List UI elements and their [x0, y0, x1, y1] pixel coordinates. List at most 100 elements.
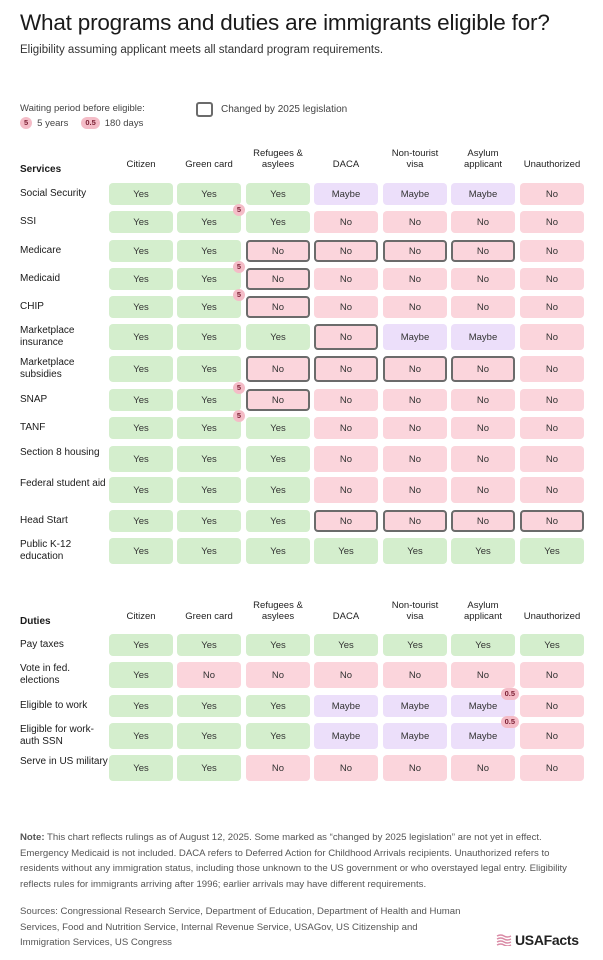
cell-value: No — [271, 762, 285, 774]
cell-yes: Yes — [109, 356, 173, 382]
cell-yes: Yes — [520, 634, 584, 656]
cell-value: Yes — [133, 700, 149, 712]
cell-yes: Yes — [109, 268, 173, 290]
cell-value: No — [339, 394, 353, 406]
cell-no: No — [520, 695, 584, 717]
cell-yes: Yes — [109, 296, 173, 318]
cell-yes: Yes — [109, 695, 173, 717]
cell-no: No — [246, 356, 310, 382]
cell-value: No — [271, 245, 285, 257]
cell-value: Yes — [133, 669, 149, 681]
cell-value: No — [202, 669, 216, 681]
outline-swatch — [196, 102, 213, 117]
row-label: Eligible for work-auth SSN — [20, 724, 94, 747]
waiting-period-badge: 5 — [232, 289, 245, 301]
cell-value: Maybe — [331, 700, 361, 712]
cell-yes: Yes — [109, 240, 173, 262]
cell-no: No — [451, 477, 515, 503]
legend-waiting-label: Waiting period before eligible: — [20, 103, 145, 114]
cell-yes: Yes — [109, 538, 173, 564]
cell-value: No — [271, 363, 285, 375]
cell-value: No — [545, 453, 559, 465]
cell-no: No — [246, 296, 310, 318]
cell-value: Yes — [201, 639, 217, 651]
cell-yes: Yes — [109, 183, 173, 205]
cell-maybe: Maybe 0.5 — [451, 688, 519, 717]
cell-value: No — [545, 515, 559, 527]
cell-value: No — [545, 484, 559, 496]
cell-yes: Yes — [177, 356, 241, 382]
cell-value: No — [476, 762, 490, 774]
cell-value: Yes — [201, 515, 217, 527]
cell-no: No — [314, 268, 378, 290]
row-label: Social Security — [20, 188, 87, 199]
cell-yes: Yes — [177, 324, 241, 350]
cell-yes: Yes — [109, 662, 173, 688]
cell-no: No — [520, 417, 584, 439]
cell-value: No — [408, 484, 422, 496]
cell-no: No — [520, 183, 584, 205]
cell-value: Yes — [270, 453, 286, 465]
cell-yes: Yes — [451, 634, 515, 656]
cell-no: No — [383, 296, 447, 318]
cell-no: No — [314, 356, 378, 382]
cell-value: Yes — [201, 188, 217, 200]
column-header: Citizen — [126, 159, 156, 170]
cell-value: Yes — [133, 273, 149, 285]
row-label: Medicaid — [20, 273, 61, 284]
cell-value: No — [271, 301, 285, 313]
cell-no: No — [383, 417, 447, 439]
cell-no: No — [451, 662, 515, 688]
cell-value: No — [339, 453, 353, 465]
cell-value: No — [545, 331, 559, 343]
cell-value: Yes — [133, 453, 149, 465]
cell-yes: Yes — [246, 510, 310, 532]
section-title-services: Services — [20, 164, 62, 175]
cell-no: No — [451, 296, 515, 318]
column-header: Non-tourist visa — [391, 600, 439, 622]
cell-value: No — [408, 669, 422, 681]
cell-value: Maybe — [400, 331, 430, 343]
cell-value: Yes — [201, 484, 217, 496]
cell-value: Yes — [201, 730, 217, 742]
column-header: Non-tourist visa — [391, 148, 439, 170]
cell-yes: Yes — [246, 183, 310, 205]
cell-value: Maybe — [400, 188, 430, 200]
cell-value: Yes — [270, 700, 286, 712]
cell-value: Yes — [270, 484, 286, 496]
cell-yes: Yes — [177, 723, 241, 749]
cell-no: No — [177, 662, 241, 688]
cell-value: No — [339, 484, 353, 496]
cell-no: No — [520, 662, 584, 688]
subtitle: Eligibility assuming applicant meets all… — [20, 44, 384, 56]
cell-value: No — [271, 273, 285, 285]
cell-value: Yes — [475, 639, 491, 651]
cell-value: No — [545, 301, 559, 313]
legend-label-05: 180 days — [104, 117, 144, 129]
cell-no: No — [314, 296, 378, 318]
cell-value: No — [476, 273, 490, 285]
cell-value: Yes — [201, 331, 217, 343]
cell-value: No — [408, 515, 422, 527]
usafacts-logo: USAFacts — [496, 932, 579, 948]
cell-yes: Yes — [177, 446, 241, 472]
cell-yes: Yes — [109, 446, 173, 472]
cell-value: No — [339, 273, 353, 285]
cell-yes: Yes — [177, 477, 241, 503]
cell-no: No — [451, 389, 515, 411]
cell-value: Yes — [133, 545, 149, 557]
cell-value: Yes — [201, 245, 217, 257]
column-header: Green card — [185, 611, 233, 622]
cell-yes: Yes — [246, 211, 310, 233]
cell-value: No — [339, 363, 353, 375]
cell-value: Maybe — [400, 730, 430, 742]
cell-value: No — [545, 245, 559, 257]
cell-no: No — [383, 446, 447, 472]
cell-maybe: Maybe — [383, 324, 447, 350]
cell-value: Yes — [201, 545, 217, 557]
cell-value: No — [545, 216, 559, 228]
cell-value: No — [339, 331, 353, 343]
cell-value: Yes — [133, 331, 149, 343]
cell-value: Yes — [133, 188, 149, 200]
cell-maybe: Maybe — [314, 183, 378, 205]
